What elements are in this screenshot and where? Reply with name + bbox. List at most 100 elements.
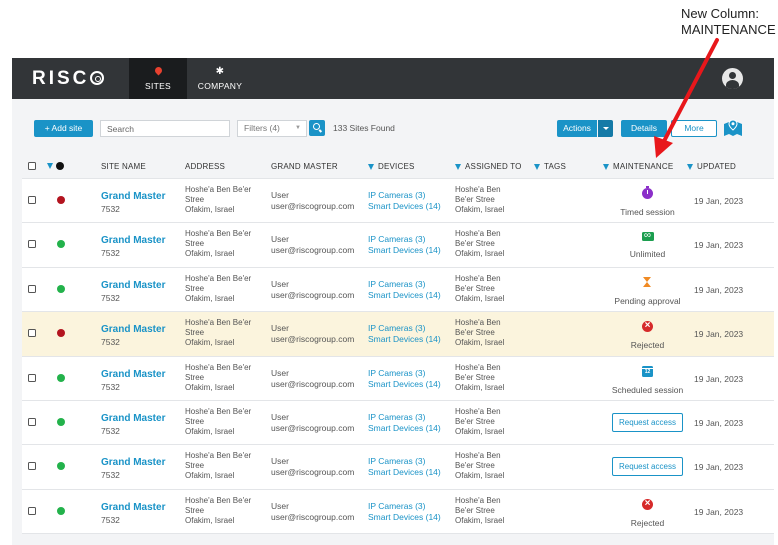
assigned-line: Be'er Stree xyxy=(455,505,495,515)
status-dot-icon xyxy=(57,506,65,515)
row-checkbox[interactable] xyxy=(28,506,36,515)
header-devices[interactable]: DEVICES xyxy=(368,162,415,171)
site-id: 7532 xyxy=(101,337,120,348)
filters-dropdown[interactable]: Filters (4) ▼ xyxy=(237,120,307,137)
table-row[interactable]: Grand Master 7532 Hoshe'a Ben Be'er Stree Of… xyxy=(22,223,774,268)
smart-devices-link[interactable]: Smart Devices (14) xyxy=(368,201,441,211)
ip-cameras-link[interactable]: IP Cameras (3) xyxy=(368,456,426,467)
smart-devices-link[interactable]: Smart Devices (14) xyxy=(368,334,441,345)
select-all-checkbox[interactable] xyxy=(28,162,36,170)
updated-date: 19 Jan, 2023 xyxy=(694,284,744,295)
actions-dropdown-caret-icon[interactable] xyxy=(598,120,613,137)
status-dot-icon xyxy=(57,373,65,382)
smart-devices-link[interactable]: Smart Devices (14) xyxy=(368,245,441,256)
grand-master-email: user@riscogroup.com xyxy=(271,289,355,300)
updated-date: 19 Jan, 2023 xyxy=(694,417,744,428)
table-row[interactable]: Grand Master 7532 Hoshe'a Ben Be'er Stree Of… xyxy=(22,267,774,313)
nav-tab-company[interactable]: ✱ COMPANY xyxy=(188,58,252,99)
sites-found-count: 133 Sites Found xyxy=(333,123,395,133)
site-id: 7532 xyxy=(101,425,120,436)
maintenance-status-label: Timed session xyxy=(620,207,675,217)
site-name-link[interactable]: Grand Master xyxy=(101,191,166,202)
address-line: Stree xyxy=(185,416,205,426)
map-pin-icon[interactable] xyxy=(723,118,743,138)
header-site-name[interactable]: SITE NAME xyxy=(101,162,146,171)
details-button[interactable]: Details xyxy=(621,120,667,137)
header-maintenance[interactable]: MAINTENANCE xyxy=(603,162,673,171)
search-input[interactable] xyxy=(100,120,230,137)
search-button[interactable] xyxy=(309,120,325,136)
maintenance-cell: Request access xyxy=(597,449,698,485)
ip-cameras-link[interactable]: IP Cameras (3) xyxy=(368,323,426,334)
site-name-link[interactable]: Grand Master xyxy=(101,324,166,336)
devices-cell: IP Cameras (3) Smart Devices (14) xyxy=(368,323,441,345)
request-access-button[interactable]: Request access xyxy=(612,412,683,432)
row-checkbox[interactable] xyxy=(28,240,36,249)
more-button[interactable]: More xyxy=(671,120,717,137)
add-site-button[interactable]: + Add site xyxy=(34,120,93,137)
sites-table-body: Grand Master 7532 Hoshe'a Ben Be'er Stree Of… xyxy=(22,179,774,535)
site-name-link[interactable]: Grand Master xyxy=(101,412,166,424)
header-assigned-to[interactable]: ASSIGNED TO xyxy=(455,162,522,171)
site-name-link[interactable]: Grand Master xyxy=(101,279,166,291)
timer-icon xyxy=(642,186,653,199)
ip-cameras-link[interactable]: IP Cameras (3) xyxy=(368,411,426,422)
address-line: Ofakim, Israel xyxy=(185,249,235,259)
smart-devices-link[interactable]: Smart Devices (14) xyxy=(368,378,441,389)
assigned-line: Ofakim, Israel xyxy=(455,338,505,348)
ip-cameras-link[interactable]: IP Cameras (3) xyxy=(368,500,426,511)
address-line: Ofakim, Israel xyxy=(185,515,235,525)
maintenance-cell: Timed session xyxy=(597,183,698,219)
actions-button[interactable]: Actions xyxy=(557,120,597,137)
header-address[interactable]: ADDRESS xyxy=(185,162,226,171)
smart-devices-link[interactable]: Smart Devices (14) xyxy=(368,511,441,522)
row-checkbox[interactable] xyxy=(28,417,36,426)
table-header: SITE NAME ADDRESS GRAND MASTER DEVICES A… xyxy=(22,154,774,179)
grand-master-email: user@riscogroup.com xyxy=(271,378,355,389)
nav-tab-sites[interactable]: SITES xyxy=(129,58,187,99)
smart-devices-link[interactable]: Smart Devices (14) xyxy=(368,467,441,478)
rejected-x-icon xyxy=(642,320,653,333)
smart-devices-link[interactable]: Smart Devices (14) xyxy=(368,422,441,433)
user-avatar-icon[interactable] xyxy=(722,68,743,89)
site-address: Hoshe'a Ben Be'er Stree Ofakim, Israel xyxy=(185,363,275,393)
assigned-to-cell: Hoshe'a Ben Be'er Stree Ofakim, Israel xyxy=(455,363,504,393)
grand-master-name: User xyxy=(271,190,289,200)
grand-master-name: User xyxy=(271,323,289,334)
row-checkbox[interactable] xyxy=(28,462,36,471)
ip-cameras-link[interactable]: IP Cameras (3) xyxy=(368,278,426,289)
header-tags[interactable]: TAGS xyxy=(534,162,566,171)
table-row[interactable]: Grand Master 7532 Hoshe'a Ben Be'er Stree Of… xyxy=(22,312,774,357)
table-row[interactable]: Grand Master 7532 Hoshe'a Ben Be'er Stree Of… xyxy=(22,400,774,446)
grand-master-cell: User user@riscogroup.com xyxy=(271,501,354,523)
address-line: Stree xyxy=(185,505,205,515)
site-address: Hoshe'a Ben Be'er Stree Ofakim, Israel xyxy=(185,407,275,437)
site-name-link[interactable]: Grand Master xyxy=(101,457,166,469)
header-grand-master[interactable]: GRAND MASTER xyxy=(271,162,338,171)
smart-devices-link[interactable]: Smart Devices (14) xyxy=(368,289,441,300)
table-row[interactable]: Grand Master 7532 Hoshe'a Ben Be'er Stree Of… xyxy=(22,356,774,401)
site-name-link[interactable]: Grand Master xyxy=(101,501,166,513)
ip-cameras-link[interactable]: IP Cameras (3) xyxy=(368,190,426,200)
table-row[interactable]: Grand Master 7532 Hoshe'a Ben Be'er Stree Of… xyxy=(22,445,774,490)
table-row[interactable]: Grand Master 7532 Hoshe'a Ben Be'er Stree Of… xyxy=(22,489,774,535)
assigned-line: Be'er Stree xyxy=(455,239,495,249)
row-checkbox[interactable] xyxy=(28,373,36,382)
site-name-link[interactable]: Grand Master xyxy=(101,235,166,247)
row-checkbox[interactable] xyxy=(28,196,36,204)
ip-cameras-link[interactable]: IP Cameras (3) xyxy=(368,367,426,378)
assigned-line: Hoshe'a Ben xyxy=(455,406,501,416)
row-checkbox[interactable] xyxy=(28,329,36,338)
status-dot-icon xyxy=(57,417,65,426)
header-updated[interactable]: UPDATED xyxy=(687,162,736,171)
table-row[interactable]: Grand Master 7532 Hoshe'a Ben Be'er Stree Of… xyxy=(22,179,774,224)
assigned-to-cell: Hoshe'a Ben Be'er Stree Ofakim, Israel xyxy=(455,274,504,304)
site-name-link[interactable]: Grand Master xyxy=(101,368,166,380)
request-access-button[interactable]: Request access xyxy=(612,457,683,477)
site-address: Hoshe'a Ben Be'er Stree Ofakim, Israel xyxy=(185,274,275,304)
row-checkbox[interactable] xyxy=(28,284,36,293)
ip-cameras-link[interactable]: IP Cameras (3) xyxy=(368,234,426,245)
status-filter-icon[interactable] xyxy=(47,163,53,169)
chevron-down-icon: ▼ xyxy=(295,125,301,131)
site-id: 7532 xyxy=(101,381,120,392)
